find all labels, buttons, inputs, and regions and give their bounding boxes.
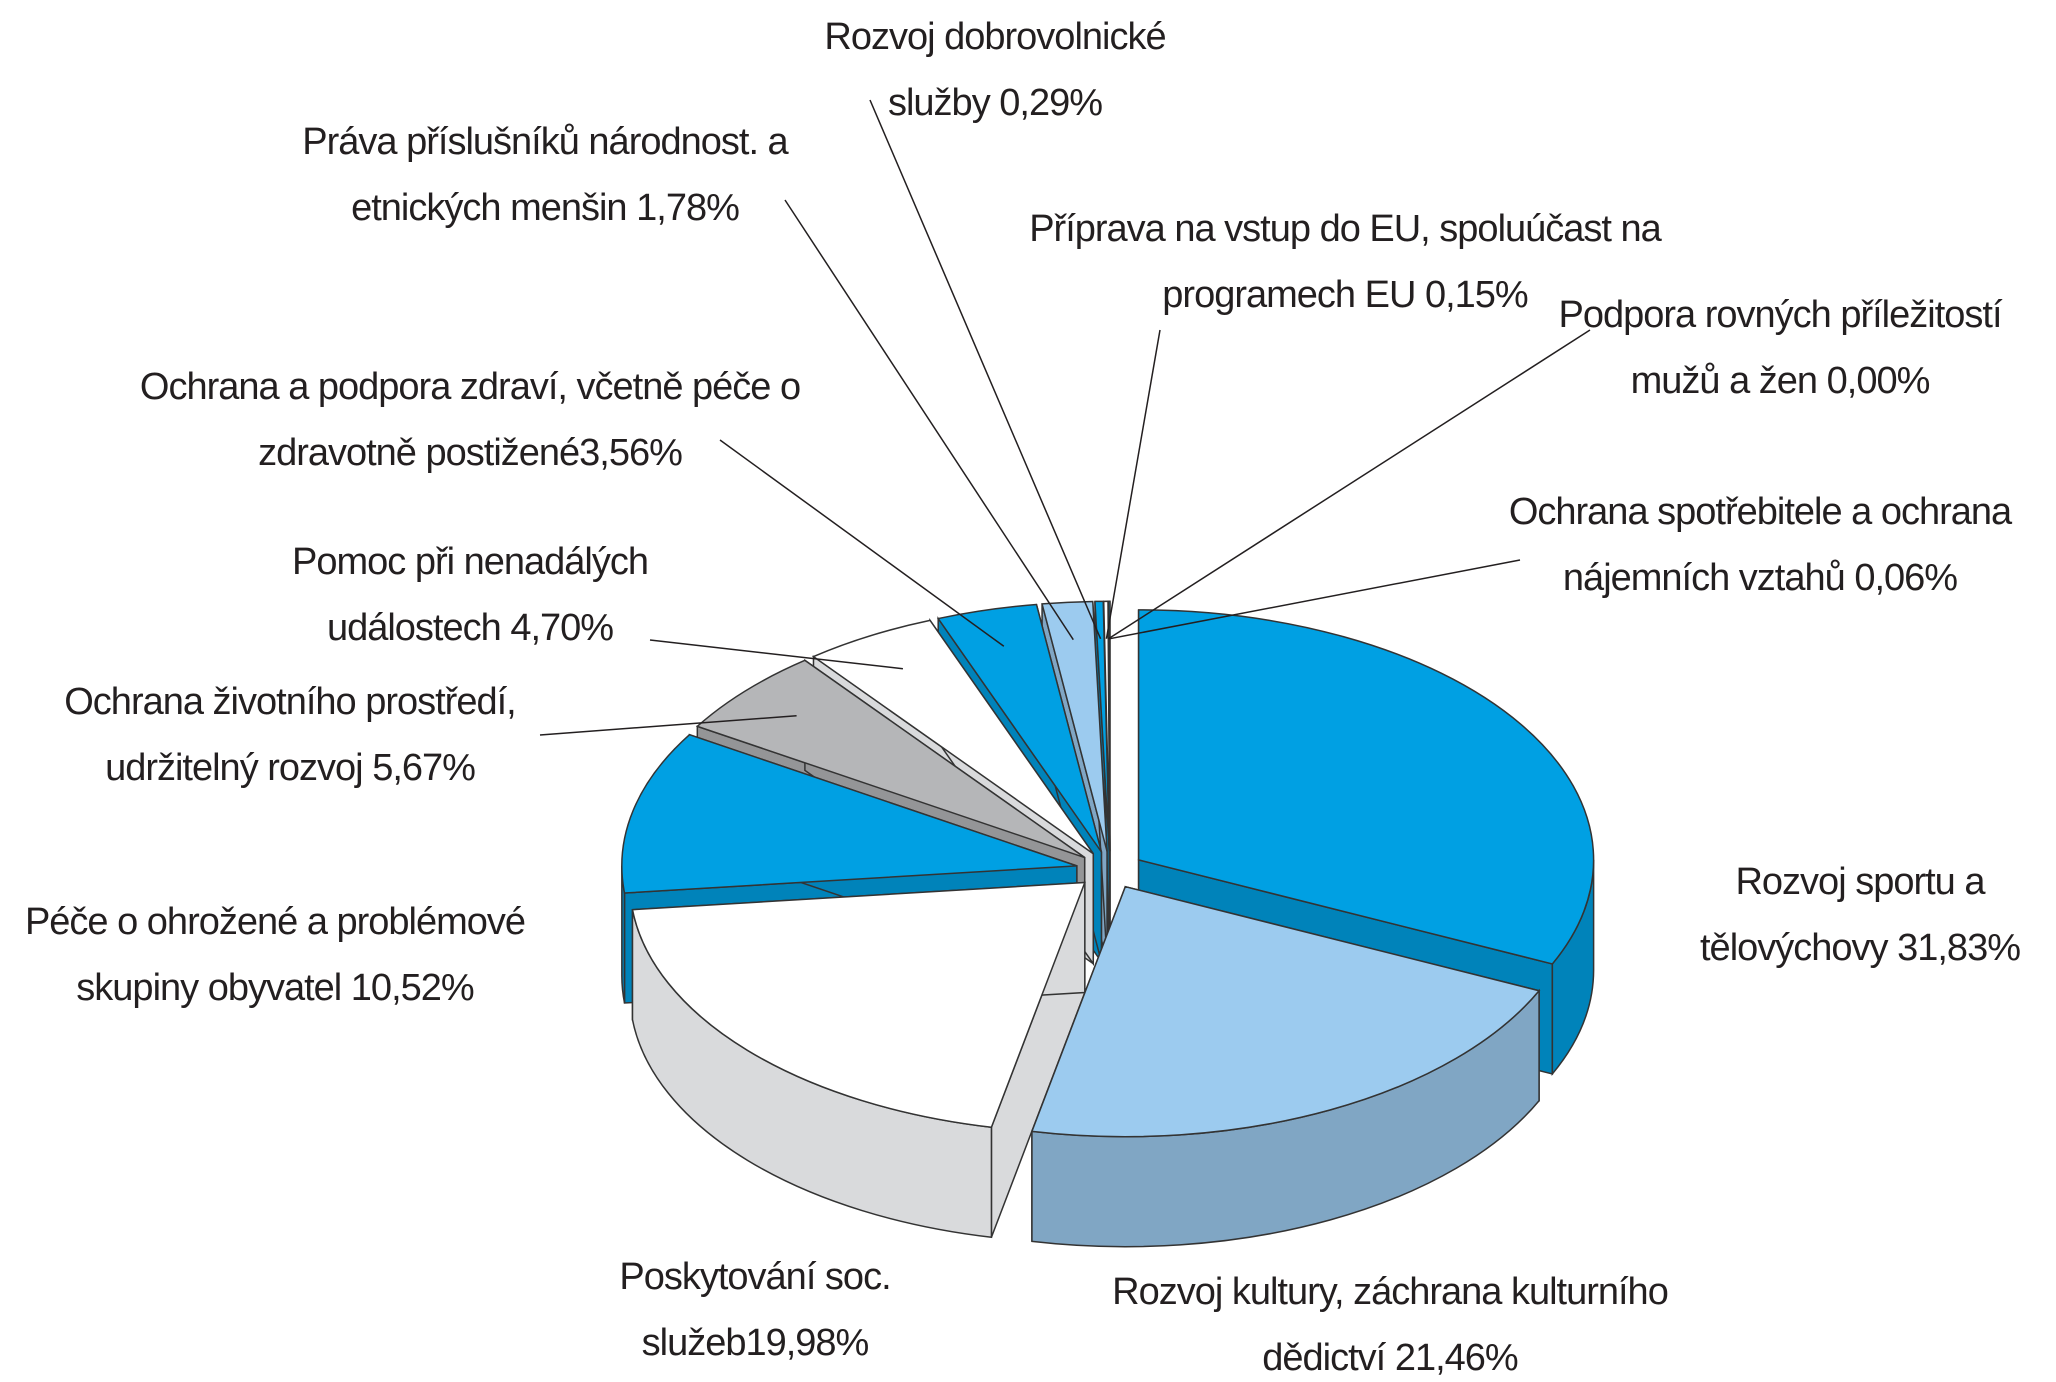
label-name: Rozvoj sportu a tělovýchovy <box>1700 861 1985 969</box>
label-name: Rozvoj dobrovolnické služby <box>824 16 1166 124</box>
leader-line <box>539 714 797 736</box>
label-name: Ochrana spotřebitele a ochrana nájemních… <box>1508 491 2012 599</box>
slice-top <box>811 619 1094 855</box>
label-value: 10,52% <box>350 967 475 1009</box>
label-value: 4,70% <box>510 607 614 649</box>
slice-top <box>1094 600 1110 852</box>
slice <box>631 881 1086 1239</box>
slice-top <box>621 733 1078 894</box>
slice-top <box>936 603 1103 853</box>
slice-top <box>1137 609 1595 965</box>
slice-top <box>631 881 1086 1129</box>
label-value: 31,83% <box>1897 927 2021 969</box>
label-value: 5,67% <box>372 747 476 789</box>
label-name: Ochrana a podpora zdraví, včetně péče o … <box>139 366 801 474</box>
slice-label: Péče o ohrožené a problémové skupiny oby… <box>5 889 545 1021</box>
label-value: 1,78% <box>636 187 740 229</box>
leader-line <box>1108 329 1591 640</box>
label-name: Pomoc při nenadálých událostech <box>292 541 649 649</box>
slice-label: Poskytování soc. služeb19,98% <box>590 1244 920 1376</box>
label-value: 0,00% <box>1826 360 1931 402</box>
slice-label: Příprava na vstup do EU, spoluúčast na p… <box>1025 196 1665 328</box>
slice-top <box>1030 885 1541 1138</box>
leader-line <box>784 199 1074 641</box>
slice-label: Ochrana spotřebitele a ochrana nájemních… <box>1490 479 2030 611</box>
slice-label: Rozvoj dobrovolnické služby 0,29% <box>785 4 1205 136</box>
slice-label: Podpora rovných příležitostí mužů a žen … <box>1510 282 2050 414</box>
slice-top <box>695 659 1086 859</box>
label-name: Rozvoj kultury, záchrana kulturního dědi… <box>1112 1271 1669 1379</box>
label-name: Podpora rovných příležitostí mužů a žen <box>1558 294 2002 402</box>
slice-label: Pomoc při nenadálých událostech 4,70% <box>260 529 680 661</box>
leader-line <box>869 99 1102 640</box>
leader-line <box>719 439 1005 647</box>
leader-line <box>649 639 903 670</box>
label-value: 21,46% <box>1394 1337 1519 1379</box>
slice <box>1030 885 1541 1248</box>
label-value: 19,98% <box>745 1322 869 1364</box>
leader-line <box>1109 559 1521 640</box>
leader-line <box>1105 329 1161 639</box>
label-value: 0,06% <box>1854 557 1958 599</box>
slice-label: Ochrana a podpora zdraví, včetně péče o … <box>130 354 810 486</box>
label-value: 0,15% <box>1424 274 1529 316</box>
label-name: Ochrana životního prostředí, udržitelný … <box>64 681 516 789</box>
slice-label: Rozvoj sportu a tělovýchovy 31,83% <box>1650 849 2056 981</box>
label-name: Péče o ohrožené a problémové skupiny oby… <box>24 901 526 1009</box>
label-value: 0,29% <box>999 82 1103 124</box>
label-name: Poskytování soc. služeb <box>619 1256 891 1364</box>
label-name: Příprava na vstup do EU, spoluúčast na p… <box>1029 208 1662 316</box>
label-name: Práva příslušníků národnost. a etnických… <box>302 121 788 229</box>
slice-label: Práva příslušníků národnost. a etnických… <box>285 109 805 241</box>
slice-label: Rozvoj kultury, záchrana kulturního dědi… <box>1110 1259 1670 1382</box>
label-value: 3,56% <box>579 432 683 474</box>
slice-top <box>1041 600 1108 852</box>
slice-label: Ochrana životního prostředí, udržitelný … <box>10 669 570 801</box>
